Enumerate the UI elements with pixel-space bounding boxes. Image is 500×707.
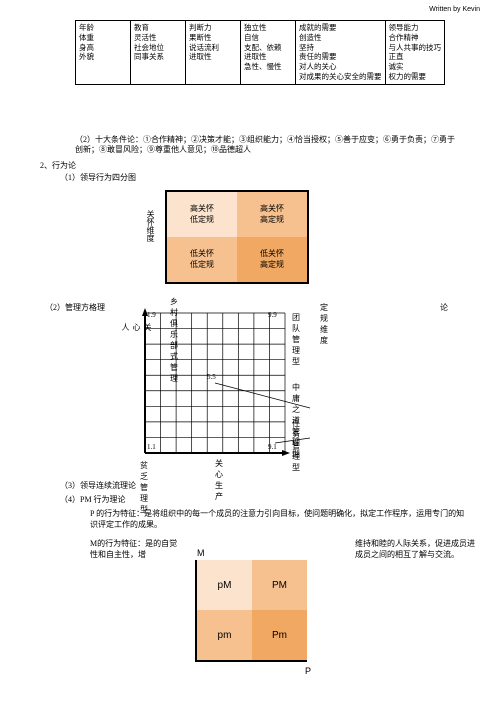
quad-cell: 高关怀高定规 bbox=[237, 192, 307, 237]
m-behavior-left: M的行为特征：是的自觉性和自主性，增 bbox=[90, 538, 180, 560]
trait-cell: 成就的需要创造性坚持责任的需要对人的关心对成果的关心安全的需要 bbox=[296, 21, 386, 85]
subsection-1: （1）领导行为四分图 bbox=[60, 172, 136, 183]
trait-cell: 独立性自信支配、依赖进取性急性、慢性 bbox=[241, 21, 296, 85]
mgrid-r3: 任务管理型 bbox=[292, 418, 300, 473]
lun-char: 论 bbox=[440, 302, 448, 313]
mgrid-tl: 1.9 bbox=[147, 311, 156, 319]
mgrid-lb-label: 贫乏管理型 bbox=[140, 460, 148, 515]
quad-cell: 低关怀高定规 bbox=[237, 237, 307, 282]
pm-cell: PM bbox=[252, 560, 307, 610]
p-behavior-text: P 的行为特征：是将组织中的每一个成员的注意力引向目标，使问题明确化，拟定工作程… bbox=[90, 508, 470, 530]
byline: Written by Kevin bbox=[429, 6, 480, 13]
subsection-3: （3）领导连续流理论 bbox=[60, 480, 136, 491]
pm-quadrant: M pMPMpmPm P bbox=[195, 560, 307, 662]
mgrid-r1x: 定规维度 bbox=[320, 302, 328, 346]
trait-cell: 领导能力合作精神与人共事的技巧正直诚实权力的需要 bbox=[385, 21, 445, 85]
mgrid-br: 9.1 bbox=[268, 443, 277, 451]
trait-cell: 判断力果断性说话流利进取性 bbox=[186, 21, 241, 85]
trait-cell: 教育灵活性社会地位同事关系 bbox=[131, 21, 186, 85]
pm-cell: pM bbox=[197, 560, 252, 610]
quad-cell: 高关怀低定规 bbox=[167, 192, 237, 237]
mgrid-r1: 团队管理型 bbox=[292, 312, 300, 367]
m-behavior-right: 维持和睦的人际关系，促进成员进成员之间的相互了解与交流。 bbox=[355, 538, 475, 560]
mgrid-svg bbox=[140, 308, 420, 468]
pm-cell: Pm bbox=[252, 610, 307, 660]
subsection-4: （4）PM 行为理论 bbox=[60, 494, 126, 505]
quad-a-ylabel: 关怀维度 bbox=[145, 210, 156, 242]
subsection-2: （2）管理方格理 bbox=[45, 302, 105, 313]
mgrid-xlabel: 关心生产 bbox=[215, 458, 223, 502]
ten-conditions: （2）十大条件论：①合作精神；②决策才能；③组织能力；④恰当授权；⑤善于应变；⑥… bbox=[75, 135, 460, 156]
trait-cell: 年龄体重身高外貌 bbox=[76, 21, 131, 85]
quad-cell: 低关怀低定规 bbox=[167, 237, 237, 282]
mgrid-mid: 5.5 bbox=[207, 373, 216, 381]
trait-table: 年龄体重身高外貌教育灵活性社会地位同事关系判断力果断性说话流利进取性独立性自信支… bbox=[75, 20, 445, 85]
mgrid-tr: 9.9 bbox=[268, 311, 277, 319]
pm-cell: pm bbox=[197, 610, 252, 660]
quadrant-a: 关怀维度 高关怀低定规高关怀高定规低关怀低定规低关怀高定规 bbox=[165, 190, 309, 284]
pm-xlabel: P bbox=[305, 666, 311, 676]
mgrid-bl: 1.1 bbox=[147, 443, 156, 451]
pm-ylabel: M bbox=[197, 548, 205, 558]
section-2-title: 2、行为论 bbox=[40, 160, 76, 171]
